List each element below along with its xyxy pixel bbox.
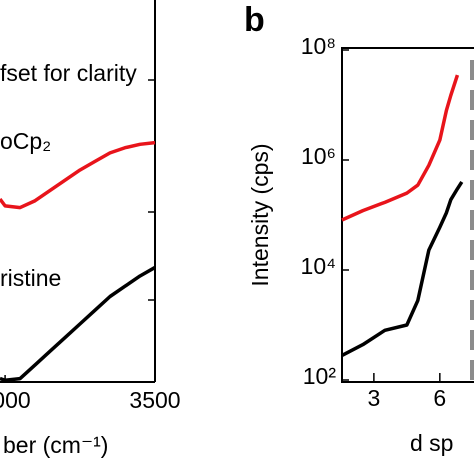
data-line xyxy=(341,180,464,357)
y-tick-label: 10⁴ xyxy=(301,253,336,279)
x-tick-label: 3 xyxy=(367,385,380,411)
data-line xyxy=(0,140,156,210)
data-line xyxy=(0,265,156,383)
annotation: oCp₂ xyxy=(0,128,51,154)
y-axis-label: Intensity (cps) xyxy=(247,143,273,286)
x-tick-label: 3500 xyxy=(129,387,180,413)
x-axis-label: ber (cm⁻¹) xyxy=(3,432,108,458)
y-tick-label: 10² xyxy=(303,363,337,389)
data-line xyxy=(341,74,460,222)
x-axis-label: d sp xyxy=(410,430,453,456)
x-tick-label: 3000 xyxy=(0,387,31,413)
y-tick-label: 10⁸ xyxy=(301,33,336,59)
panel-label: b xyxy=(244,1,265,39)
right-frame xyxy=(341,47,474,383)
annotation: ristine xyxy=(0,265,61,291)
x-tick-label: 6 xyxy=(433,385,446,411)
y-tick-label: 10⁶ xyxy=(301,143,336,169)
annotation: fset for clarity xyxy=(0,60,137,86)
